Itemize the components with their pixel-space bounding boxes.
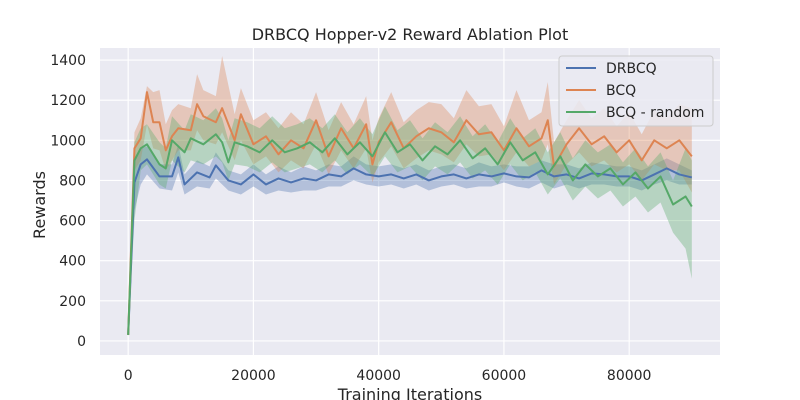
- y-tick-label: 0: [77, 334, 86, 350]
- x-tick-label: 0: [124, 368, 133, 384]
- line-bcq-random: [127, 131, 693, 335]
- y-axis-label: Rewards: [30, 171, 49, 239]
- band-drbcq: [128, 144, 692, 337]
- x-axis-ticks: 0 20000 40000 60000 80000: [124, 368, 652, 384]
- band-bcq-random: [128, 106, 692, 337]
- x-tick-label: 60000: [482, 368, 527, 384]
- legend-box: [558, 55, 714, 127]
- line-drbcq: [127, 156, 693, 335]
- y-tick-label: 1200: [50, 93, 86, 109]
- y-axis-ticks: 0 200 400 600 800 1000 1200 1400: [50, 53, 86, 350]
- y-tick-label: 1000: [50, 133, 86, 149]
- x-tick-label: 40000: [356, 368, 401, 384]
- x-tick-label: 80000: [607, 368, 652, 384]
- y-tick-label: 400: [59, 254, 86, 270]
- x-axis-label: Training Iterations: [337, 385, 482, 400]
- y-tick-label: 1400: [50, 53, 86, 69]
- x-tick-label: 20000: [231, 368, 276, 384]
- y-tick-label: 600: [59, 214, 86, 230]
- y-tick-label: 200: [59, 294, 86, 310]
- legend: DRBCQ BCQ BCQ - random: [558, 55, 714, 127]
- band-bcq: [128, 56, 692, 337]
- chart-title: DRBCQ Hopper-v2 Reward Ablation Plot: [252, 25, 569, 44]
- line-bcq: [127, 91, 693, 335]
- series-lines: [127, 91, 693, 335]
- confidence-bands: [128, 56, 692, 337]
- grid-lines: [100, 48, 720, 355]
- y-tick-label: 800: [59, 173, 86, 189]
- legend-label-bcq-random: BCQ - random: [606, 105, 704, 121]
- legend-label-drbcq: DRBCQ: [606, 61, 657, 77]
- legend-label-bcq: BCQ: [606, 83, 636, 99]
